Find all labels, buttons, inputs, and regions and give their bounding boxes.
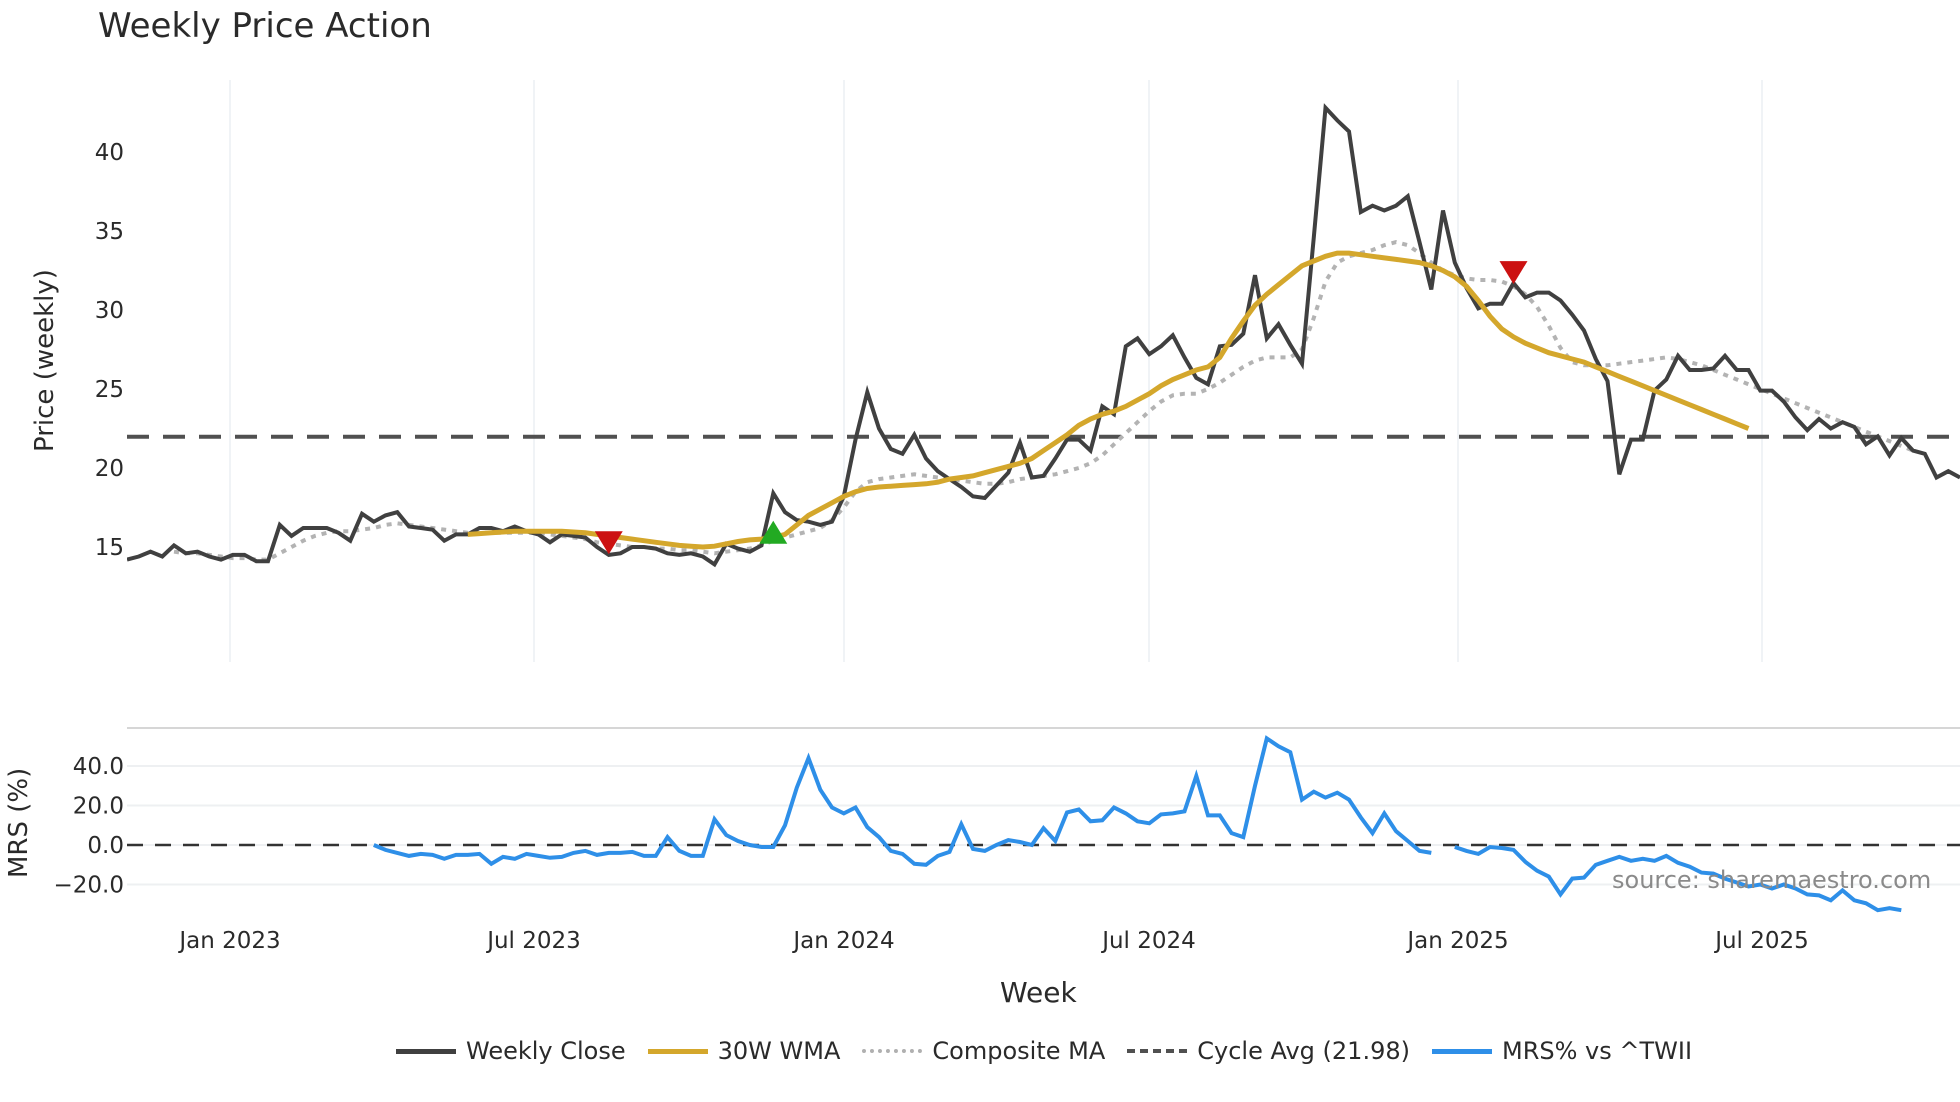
legend-item-mrs[interactable]: MRS% vs ^TWII [1431, 1037, 1693, 1065]
mrs-line [373, 735, 1902, 913]
x-tick-label: Jul 2024 [1100, 928, 1196, 954]
legend-solid-line-icon [1431, 1048, 1492, 1054]
legend-label: Weekly Close [466, 1037, 626, 1065]
price-y-axis-label: Price (weekly) [30, 269, 60, 452]
legend-label: 30W WMA [717, 1037, 841, 1065]
mrs-y-tick-label: 20.0 [73, 794, 124, 820]
legend-dotted-line-icon [862, 1049, 923, 1053]
wma-30w-line [467, 250, 1750, 550]
legend-item-composite-ma[interactable]: Composite MA [862, 1037, 1105, 1065]
sell-signal-triangle-down-icon [594, 531, 623, 555]
legend-item-weekly-close[interactable]: Weekly Close [396, 1037, 626, 1065]
buy-signal-triangle-up-icon [759, 520, 788, 544]
legend-item-30w-wma[interactable]: 30W WMA [647, 1037, 841, 1065]
mrs-y-tick-label: −20.0 [54, 873, 124, 899]
legend-dashed-line-icon [1127, 1049, 1188, 1053]
legend-label: Composite MA [932, 1037, 1106, 1065]
x-axis-title: Week [1000, 976, 1077, 1009]
x-tick-label: Jul 2023 [485, 928, 581, 954]
price-y-tick-label: 30 [95, 298, 124, 324]
mrs-y-tick-label: 40.0 [73, 754, 124, 780]
x-tick-label: Jul 2025 [1713, 928, 1809, 954]
price-y-tick-label: 25 [95, 377, 124, 403]
price-y-tick-label: 20 [95, 456, 124, 482]
mrs-y-tick-label: 0.0 [87, 833, 124, 859]
price-y-tick-label: 15 [95, 535, 124, 561]
x-tick-label: Jan 2023 [177, 928, 280, 954]
legend-item-cycle-avg[interactable]: Cycle Avg (21.98) [1127, 1037, 1410, 1065]
legend-label: MRS% vs ^TWII [1501, 1037, 1693, 1065]
legend-solid-line-icon [396, 1048, 456, 1054]
weekly-close-line [127, 103, 1960, 568]
x-tick-label: Jan 2025 [1405, 928, 1508, 954]
source-watermark: source: sharemaestro.com [1612, 866, 1932, 894]
legend-label: Cycle Avg (21.98) [1197, 1037, 1410, 1065]
legend-solid-line-icon [647, 1048, 708, 1054]
x-tick-label: Jan 2024 [791, 928, 894, 954]
chart-title: Weekly Price Action [98, 6, 432, 46]
price-y-tick-label: 35 [95, 219, 124, 245]
sell-signal-triangle-down-icon [1499, 261, 1528, 285]
mrs-y-axis-label: MRS (%) [4, 767, 34, 878]
legend: Weekly Close 30W WMA Composite MA Cycle … [396, 1037, 1714, 1065]
price-y-tick-label: 40 [95, 140, 124, 166]
